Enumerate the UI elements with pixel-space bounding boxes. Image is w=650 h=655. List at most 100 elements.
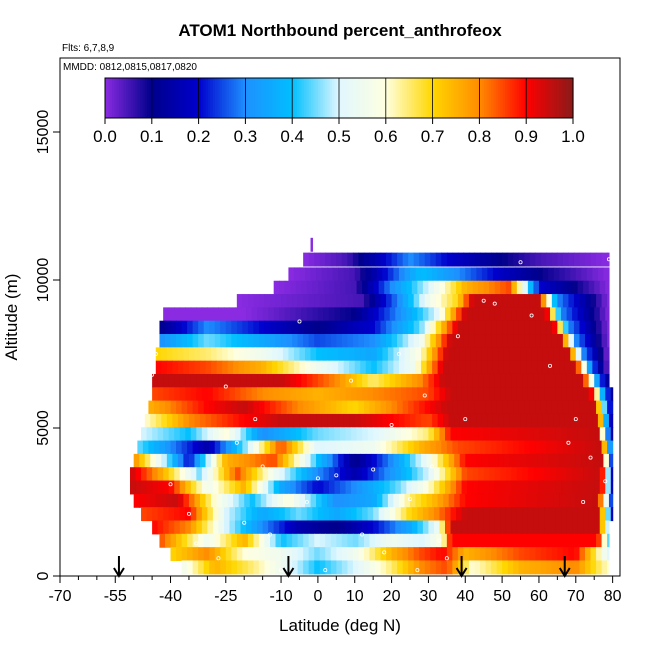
colorbar-cell	[336, 78, 340, 118]
heatmap-cell	[236, 440, 243, 455]
heatmap-cell	[419, 334, 426, 348]
heatmap-cell	[242, 294, 249, 308]
heatmap-cell	[341, 560, 348, 575]
heatmap-cell	[487, 413, 494, 428]
heatmap-cell	[190, 373, 197, 388]
heatmap-cell	[577, 427, 584, 442]
heatmap-cell	[325, 252, 332, 267]
heatmap-cell	[174, 507, 181, 522]
heatmap-cell	[480, 334, 487, 348]
heatmap-cell	[373, 307, 380, 322]
heatmap-cell	[144, 493, 151, 508]
heatmap-cell	[328, 307, 336, 322]
heatmap-cell	[601, 560, 608, 575]
colorbar-cell	[268, 78, 272, 118]
heatmap-cell	[452, 533, 459, 548]
heatmap-cell	[165, 320, 172, 335]
x-tick-label: -40	[159, 588, 182, 605]
heatmap-cell	[247, 440, 255, 455]
heatmap-cell	[572, 307, 579, 322]
heatmap-cell	[446, 533, 453, 548]
heatmap-cell	[223, 467, 231, 482]
heatmap-cell	[316, 493, 323, 508]
heatmap-cell	[264, 400, 271, 415]
heatmap-cell	[358, 560, 365, 575]
heatmap-cell	[391, 400, 398, 415]
colorbar-cell	[472, 78, 476, 118]
colorbar-cell	[439, 78, 443, 118]
sample-point	[396, 351, 401, 356]
heatmap-cell	[343, 267, 350, 282]
heatmap-cell	[260, 453, 267, 468]
heatmap-cell	[375, 294, 382, 308]
heatmap-cell	[550, 387, 557, 402]
heatmap-cell	[575, 267, 582, 282]
heatmap-cell	[161, 453, 168, 468]
heatmap-cell	[492, 360, 500, 375]
heatmap-cell	[386, 547, 393, 562]
heatmap-cell	[540, 547, 547, 562]
heatmap-cell	[376, 493, 383, 508]
sample-point	[371, 467, 376, 472]
heatmap-cell	[229, 507, 236, 522]
heatmap-cell	[498, 413, 505, 428]
heatmap-cell	[529, 547, 536, 562]
colorbar-cell	[175, 78, 179, 118]
heatmap-cell	[601, 533, 608, 548]
heatmap-cell	[433, 280, 441, 295]
heatmap-cell	[457, 294, 465, 308]
heatmap-cell	[299, 267, 306, 282]
heatmap-cell	[351, 520, 358, 535]
heatmap-cell	[214, 400, 221, 415]
heatmap-cell	[542, 267, 549, 282]
heatmap-cell	[511, 280, 518, 295]
heatmap-cell	[262, 480, 269, 495]
heatmap-cell	[507, 533, 514, 548]
heatmap-cell	[201, 520, 208, 535]
heatmap-cell	[553, 493, 560, 508]
heatmap-band	[273, 280, 610, 295]
heatmap-cell	[181, 400, 188, 415]
heatmap-cell	[275, 533, 282, 548]
heatmap-cell	[481, 347, 488, 362]
heatmap-cell	[209, 547, 216, 562]
colorbar-cell	[266, 78, 270, 118]
heatmap-cell	[572, 387, 579, 402]
heatmap-cell	[443, 453, 450, 468]
heatmap-cell	[389, 480, 396, 495]
heatmap-cell	[301, 280, 308, 295]
heatmap-cell	[538, 373, 546, 388]
heatmap-cell	[380, 252, 387, 267]
heatmap-cell	[546, 400, 553, 415]
heatmap-cell	[470, 453, 477, 468]
colorbar-cell	[486, 78, 490, 118]
colorbar-cell	[463, 78, 466, 118]
heatmap-cell	[201, 507, 208, 522]
colorbar-cell	[451, 78, 455, 118]
heatmap-cell	[573, 547, 581, 562]
sample-point	[422, 393, 427, 398]
heatmap-cell	[305, 267, 312, 282]
heatmap-cell	[286, 334, 293, 348]
colorbar-cell	[491, 78, 495, 118]
heatmap-cell	[317, 480, 325, 495]
heatmap-cell	[323, 507, 330, 522]
heatmap-cell	[188, 413, 196, 428]
heatmap-cell	[605, 387, 612, 402]
heatmap-cell	[533, 480, 540, 495]
colorbar: 0.0 0.1 0.2 0.3 0.4 0.5 0.6 0.7 0.8 0.9 1.0	[93, 77, 585, 146]
heatmap-cell	[562, 440, 570, 455]
heatmap-cell	[513, 533, 520, 548]
colorbar-cell	[142, 78, 146, 118]
heatmap-cell	[168, 387, 175, 402]
heatmap-cell	[533, 467, 540, 482]
heatmap-cell	[212, 307, 220, 322]
heatmap-band	[133, 493, 614, 508]
heatmap-cell	[577, 373, 584, 388]
heatmap-cell	[299, 360, 306, 375]
heatmap-cell	[597, 360, 605, 375]
heatmap-cell	[203, 334, 210, 348]
heatmap-cell	[203, 400, 210, 415]
heatmap-cell	[579, 320, 586, 335]
